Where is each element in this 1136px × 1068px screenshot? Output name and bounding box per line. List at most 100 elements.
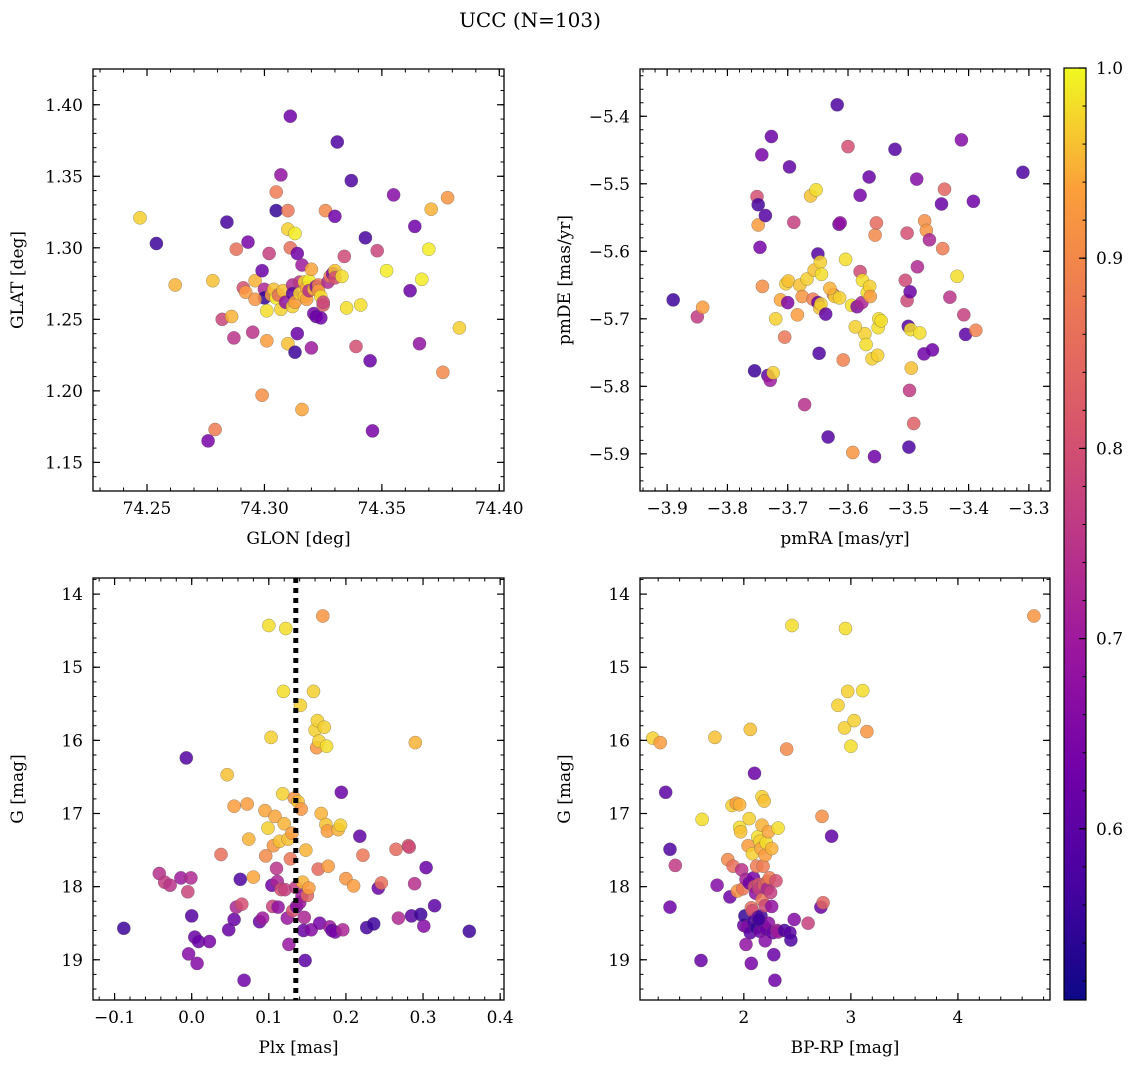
y-tick-label: 1.25 xyxy=(45,310,83,330)
data-point xyxy=(412,336,427,351)
data-point xyxy=(237,973,251,988)
data-point xyxy=(753,240,767,255)
data-point xyxy=(241,832,256,846)
data-point xyxy=(264,730,278,745)
data-point xyxy=(184,909,199,923)
x-tick-label: 0.1 xyxy=(255,1008,282,1028)
data-point xyxy=(304,262,319,277)
data-point xyxy=(898,273,913,288)
data-point xyxy=(867,449,882,464)
data-point xyxy=(255,263,269,278)
scatter-points xyxy=(117,609,477,988)
data-point xyxy=(276,684,291,699)
data-point xyxy=(278,621,293,636)
data-point xyxy=(833,216,848,230)
x-tick-label: −3.6 xyxy=(827,499,868,519)
data-point xyxy=(925,343,940,357)
data-point xyxy=(888,142,902,157)
colorbar-tick-label: 0.8 xyxy=(1096,439,1123,459)
data-point xyxy=(966,194,981,209)
data-point xyxy=(832,291,847,305)
y-axis-label: pmDE [mas/yr] xyxy=(555,215,575,345)
data-point xyxy=(391,911,406,925)
scatter-points xyxy=(133,109,467,448)
data-point xyxy=(261,618,276,633)
data-point xyxy=(259,333,274,348)
data-point xyxy=(288,345,302,360)
data-point xyxy=(321,859,336,874)
data-point xyxy=(149,236,164,251)
data-point xyxy=(663,842,677,857)
data-point xyxy=(379,263,394,278)
data-point xyxy=(809,183,823,197)
data-point xyxy=(255,911,270,925)
data-point xyxy=(668,858,683,873)
data-point xyxy=(277,816,292,831)
data-point xyxy=(306,684,321,699)
x-tick-label: −3.8 xyxy=(707,499,748,519)
x-tick-label: −3.5 xyxy=(888,499,929,519)
data-point xyxy=(269,861,284,876)
data-point xyxy=(815,809,829,824)
data-point xyxy=(274,168,288,182)
y-tick-label: 1.30 xyxy=(45,239,83,259)
scatter-points xyxy=(666,98,1030,464)
data-point xyxy=(282,937,296,952)
x-tick-label: −3.4 xyxy=(948,499,989,519)
scatter-points xyxy=(646,609,1041,988)
data-point xyxy=(436,365,450,380)
panels: 74.25 74.30 74.35 74.40 1.15 1.20 1.25 1.30 1.35… xyxy=(8,68,1051,1058)
data-point xyxy=(402,840,417,854)
colorbar: 0.6 0.7 0.8 0.9 1.0 xyxy=(1063,59,1123,1001)
x-tick-label: −3.9 xyxy=(646,499,687,519)
x-tick-label: 0.3 xyxy=(410,1008,437,1028)
x-tick-label: 0.4 xyxy=(487,1008,514,1028)
data-point xyxy=(954,133,969,147)
data-point xyxy=(957,307,971,322)
data-point xyxy=(227,912,241,927)
x-tick-label: 74.25 xyxy=(123,499,172,519)
y-tick-label: −5.4 xyxy=(589,107,630,127)
data-point xyxy=(663,900,677,914)
data-point xyxy=(935,241,950,256)
data-point xyxy=(710,878,724,893)
data-point xyxy=(784,933,798,947)
data-point xyxy=(271,900,285,914)
data-point xyxy=(742,811,757,826)
data-point xyxy=(859,337,873,352)
y-tick-label: 15 xyxy=(61,658,83,678)
data-point xyxy=(366,917,381,931)
x-tick-label: 74.35 xyxy=(358,499,407,519)
data-point xyxy=(462,924,477,939)
data-point xyxy=(353,298,368,312)
y-tick-label: 14 xyxy=(61,585,83,605)
data-point xyxy=(241,235,255,249)
x-axis-label: GLON [deg] xyxy=(246,529,350,549)
data-point xyxy=(224,309,239,324)
data-point xyxy=(823,281,837,296)
data-point xyxy=(424,202,439,216)
y-tick-label: −5.6 xyxy=(589,242,630,262)
data-point xyxy=(181,947,196,961)
data-point xyxy=(781,274,796,288)
data-point xyxy=(248,292,262,307)
data-point xyxy=(787,912,802,927)
data-point xyxy=(358,230,373,245)
data-point xyxy=(205,273,220,288)
data-point xyxy=(782,160,797,174)
axes-frame xyxy=(639,577,1051,1001)
data-point xyxy=(846,445,860,460)
data-point xyxy=(421,242,436,256)
data-point xyxy=(913,326,927,340)
y-tick-label: 1.35 xyxy=(45,167,83,187)
data-point xyxy=(969,323,983,338)
panel-pmra-pmde: −3.9 −3.8 −3.7 −3.6 −3.5 −3.4 −3.3 −5.9 −5.8 −5.7… xyxy=(555,68,1051,549)
y-axis-label: G [mag] xyxy=(8,754,28,823)
data-point xyxy=(349,339,363,354)
data-point xyxy=(943,290,957,305)
data-point xyxy=(419,860,433,875)
data-point xyxy=(818,307,833,321)
data-point xyxy=(319,739,334,754)
data-point xyxy=(847,713,861,728)
data-point xyxy=(801,916,815,931)
